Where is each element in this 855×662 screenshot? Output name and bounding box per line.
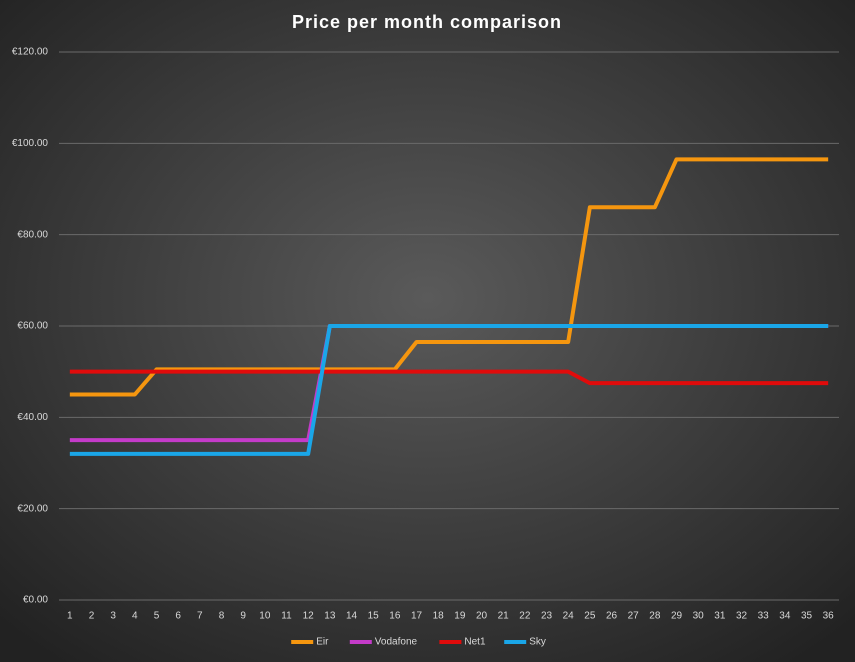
x-tick-label: 34: [779, 611, 791, 622]
x-tick-label: 2: [89, 611, 95, 622]
x-tick-label: 4: [132, 611, 138, 622]
x-tick-label: 20: [476, 611, 488, 622]
x-tick-label: 35: [801, 611, 813, 622]
legend-label: Sky: [529, 637, 546, 648]
x-tick-label: 17: [411, 611, 423, 622]
x-tick-label: 27: [628, 611, 640, 622]
y-tick-label: €60.00: [17, 321, 48, 332]
x-tick-label: 18: [433, 611, 445, 622]
line-series: [69, 324, 829, 456]
x-tick-label: 21: [498, 611, 510, 622]
x-tick-label: 19: [454, 611, 466, 622]
y-tick-label: €80.00: [17, 229, 48, 240]
y-tick-label: €20.00: [17, 503, 48, 514]
x-tick-label: 36: [823, 611, 835, 622]
y-tick-label: €0.00: [23, 595, 48, 606]
line-series: [69, 157, 829, 397]
x-tick-label: 33: [758, 611, 770, 622]
x-tick-label: 9: [240, 611, 246, 622]
y-tick-label: €120.00: [12, 47, 49, 58]
x-tick-label: 24: [563, 611, 575, 622]
line-series: [69, 369, 829, 386]
x-tick-label: 25: [584, 611, 596, 622]
x-tick-label: 29: [671, 611, 683, 622]
x-tick-label: 7: [197, 611, 203, 622]
legend-label: Eir: [316, 637, 329, 648]
x-tick-label: 14: [346, 611, 358, 622]
y-tick-label: €40.00: [17, 412, 48, 423]
x-tick-label: 30: [693, 611, 705, 622]
x-tick-label: 31: [714, 611, 726, 622]
y-tick-label: €100.00: [12, 138, 49, 149]
x-tick-label: 8: [219, 611, 225, 622]
x-tick-label: 26: [606, 611, 618, 622]
x-tick-label: 28: [649, 611, 661, 622]
x-tick-label: 32: [736, 611, 748, 622]
x-tick-label: 6: [175, 611, 181, 622]
x-tick-label: 5: [154, 611, 160, 622]
x-tick-label: 10: [259, 611, 271, 622]
legend-label: Vodafone: [375, 637, 418, 648]
x-tick-label: 1: [67, 611, 73, 622]
x-tick-label: 3: [110, 611, 116, 622]
x-tick-label: 12: [303, 611, 315, 622]
x-tick-label: 15: [368, 611, 380, 622]
x-tick-label: 23: [541, 611, 553, 622]
x-tick-label: 13: [324, 611, 336, 622]
chart-title: Price per month comparison: [292, 12, 562, 32]
x-tick-label: 11: [281, 611, 292, 622]
x-tick-label: 22: [519, 611, 531, 622]
legend-label: Net1: [464, 637, 486, 648]
x-tick-label: 16: [389, 611, 401, 622]
